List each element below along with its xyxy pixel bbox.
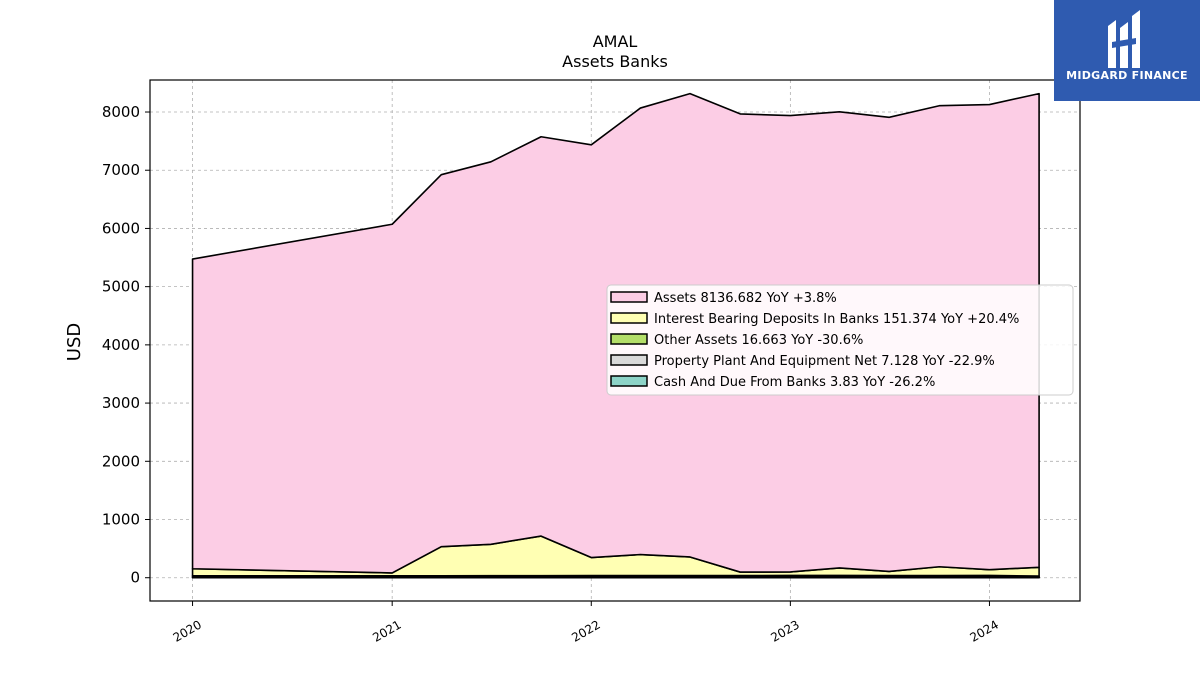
legend-label-property-plant-and-equipment-net: Property Plant And Equipment Net 7.128 Y… xyxy=(654,354,995,369)
legend-swatch-other-assets xyxy=(610,333,648,345)
legend-label-other-assets: Other Assets 16.663 YoY -30.6% xyxy=(654,333,863,348)
legend-label-cash-and-due-from-banks: Cash And Due From Banks 3.83 YoY -26.2% xyxy=(654,375,935,390)
x-tick-label: 2021 xyxy=(370,617,403,644)
midgard-finance-logo: MIDGARD FINANCE xyxy=(1054,0,1200,101)
y-axis-label: USD xyxy=(64,323,85,361)
legend-label-interest-bearing-deposits-in-banks: Interest Bearing Deposits In Banks 151.3… xyxy=(654,312,1019,327)
y-tick-label: 0 xyxy=(130,569,140,587)
y-tick-label: 7000 xyxy=(102,161,140,179)
y-tick-label: 4000 xyxy=(102,336,140,354)
logo-text: MIDGARD FINANCE xyxy=(1066,69,1188,82)
y-tick-label: 3000 xyxy=(102,394,140,412)
x-tick-label: 2024 xyxy=(968,617,1001,644)
legend-label-assets: Assets 8136.682 YoY +3.8% xyxy=(654,291,837,306)
x-tick-label: 2023 xyxy=(768,617,801,644)
legend-swatch-assets xyxy=(610,291,648,303)
legend: Assets 8136.682 YoY +3.8% Interest Bearin… xyxy=(606,284,1074,396)
logo-mark-icon xyxy=(1108,10,1140,68)
x-tick-label: 2022 xyxy=(569,617,602,644)
plot-frame xyxy=(149,79,1081,602)
y-tick-label: 1000 xyxy=(102,511,140,529)
legend-swatch-property-plant-and-equipment-net xyxy=(610,354,648,366)
legend-box xyxy=(606,284,1074,396)
y-tick-label: 6000 xyxy=(102,219,140,237)
legend-swatch-interest-bearing-deposits-in-banks xyxy=(610,312,648,324)
legend-swatch-cash-and-due-from-banks xyxy=(610,375,648,387)
y-tick-label: 8000 xyxy=(102,103,140,121)
y-tick-label: 2000 xyxy=(102,452,140,470)
chart-subtitle: Assets Banks xyxy=(562,52,668,71)
chart-title: AMAL xyxy=(593,32,638,51)
y-tick-label: 5000 xyxy=(102,278,140,296)
x-tick-label: 2020 xyxy=(171,617,204,644)
